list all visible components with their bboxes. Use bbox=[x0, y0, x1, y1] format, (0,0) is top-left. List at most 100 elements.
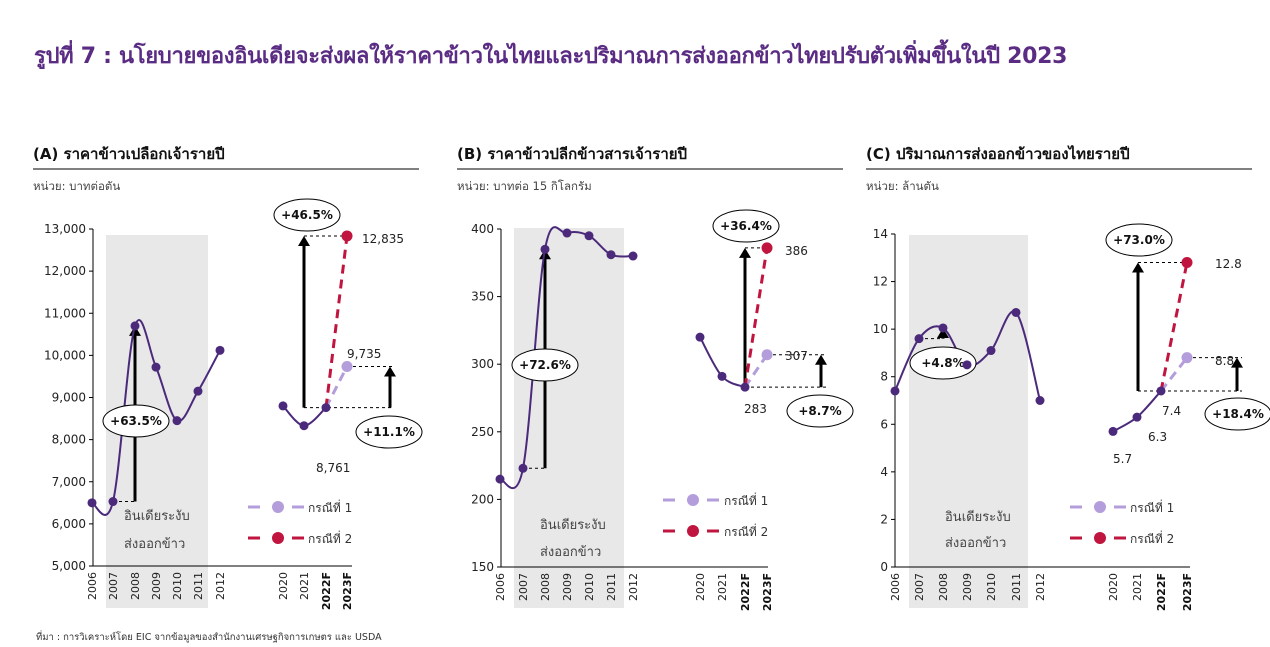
data-point bbox=[518, 463, 528, 473]
x-tick-label: 2022F bbox=[1155, 573, 1168, 611]
y-tick-label: 400 bbox=[471, 222, 494, 236]
case1-point bbox=[761, 349, 773, 361]
panel-title: (A) ราคาข้าวเปลือกเจ้ารายปี bbox=[33, 145, 225, 163]
case1-increase-arrow-head bbox=[815, 354, 827, 365]
data-point bbox=[717, 371, 727, 381]
data-label: 9,735 bbox=[347, 347, 381, 361]
x-tick-label: 2020 bbox=[1107, 573, 1120, 601]
x-tick-label: 2023F bbox=[341, 572, 354, 610]
chart-panel-b: (B) ราคาข้าวปลีกข้าวสารเจ้ารายปีหน่วย: บ… bbox=[457, 145, 854, 611]
change-bubble bbox=[355, 415, 423, 449]
change-label: +63.5% bbox=[110, 414, 162, 428]
x-tick-label: 2022F bbox=[320, 572, 333, 610]
data-point bbox=[151, 362, 161, 372]
data-point bbox=[540, 244, 550, 254]
data-label: 307 bbox=[785, 349, 808, 363]
legend-case1-marker bbox=[272, 501, 284, 513]
x-tick-label: 2007 bbox=[913, 573, 926, 601]
data-label: 12.8 bbox=[1215, 257, 1242, 271]
chart-panel-c: (C) ปริมาณการส่งออกข้าวของไทยรายปีหน่วย:… bbox=[866, 144, 1270, 611]
data-point bbox=[986, 346, 996, 356]
x-tick-label: 2007 bbox=[107, 572, 120, 600]
legend-case1-marker bbox=[687, 494, 699, 506]
x-tick-label: 2023F bbox=[1181, 573, 1194, 611]
case2-point bbox=[341, 230, 353, 242]
y-tick-label: 8 bbox=[880, 370, 888, 384]
change-bubble bbox=[511, 348, 579, 382]
data-label: 283 bbox=[744, 402, 767, 416]
y-tick-label: 9,000 bbox=[52, 391, 86, 405]
increase-arrow-head bbox=[129, 325, 141, 336]
case2-increase-arrow-head bbox=[739, 247, 751, 258]
legend-case1-marker bbox=[1094, 501, 1106, 513]
y-tick-label: 2 bbox=[880, 512, 888, 526]
data-point bbox=[1108, 426, 1118, 436]
case1-increase-arrow-head bbox=[384, 366, 396, 377]
change-bubble bbox=[102, 404, 170, 438]
india-export-ban-shade bbox=[514, 228, 624, 608]
y-tick-label: 200 bbox=[471, 492, 494, 506]
case2-forecast-line bbox=[324, 235, 349, 408]
figure-title: รูปที่ 7 : นโยบายของอินเดียจะส่งผลให้ราค… bbox=[34, 44, 1068, 69]
y-tick-label: 11,000 bbox=[44, 306, 86, 320]
data-point bbox=[914, 334, 924, 344]
data-point bbox=[278, 401, 288, 411]
x-tick-label: 2007 bbox=[517, 573, 530, 601]
case1-point bbox=[341, 361, 353, 373]
data-point bbox=[962, 360, 972, 370]
x-tick-label: 2009 bbox=[561, 573, 574, 601]
legend-case1-label: กรณีที่ 1 bbox=[1130, 499, 1174, 515]
data-label: 5.7 bbox=[1113, 452, 1132, 466]
x-tick-label: 2012 bbox=[214, 572, 227, 600]
unit-label: หน่วย: บาทต่อ 15 กิโลกรัม bbox=[457, 179, 592, 193]
y-tick-label: 12,000 bbox=[44, 264, 86, 278]
change-label: +36.4% bbox=[720, 219, 772, 233]
change-bubble bbox=[1105, 223, 1173, 257]
y-tick-label: 12 bbox=[873, 275, 888, 289]
shade-label: ส่งออกข้าว bbox=[540, 545, 601, 560]
change-bubble bbox=[1204, 397, 1270, 431]
legend-case2-label: กรณีที่ 2 bbox=[1130, 530, 1174, 546]
case1-increase-arrow-head bbox=[1231, 357, 1243, 368]
case2-forecast-line bbox=[1159, 262, 1189, 392]
data-point bbox=[1132, 412, 1142, 422]
data-point bbox=[890, 386, 900, 396]
case2-forecast-line bbox=[743, 247, 769, 388]
shade-label: ส่งออกข้าว bbox=[124, 537, 185, 552]
legend-case2-marker bbox=[1094, 532, 1106, 544]
shade-label: อินเดียระงับ bbox=[945, 509, 1011, 525]
shade-label: อินเดียระงับ bbox=[540, 517, 606, 533]
y-tick-label: 250 bbox=[471, 425, 494, 439]
change-bubble bbox=[909, 346, 977, 380]
y-tick-label: 6,000 bbox=[52, 517, 86, 531]
chart-panel-a: (A) ราคาข้าวเปลือกเจ้ารายปีหน่วย: บาทต่อ… bbox=[33, 145, 423, 610]
y-tick-label: 10 bbox=[873, 322, 888, 336]
increase-arrow-head bbox=[937, 327, 949, 338]
unit-label: หน่วย: บาทต่อตัน bbox=[33, 179, 120, 193]
change-bubble bbox=[712, 209, 780, 243]
panel-title: (B) ราคาข้าวปลีกข้าวสารเจ้ารายปี bbox=[457, 145, 687, 163]
x-tick-label: 2009 bbox=[150, 572, 163, 600]
y-tick-label: 300 bbox=[471, 357, 494, 371]
data-label: 7.4 bbox=[1162, 404, 1181, 418]
data-point bbox=[1156, 386, 1166, 396]
x-tick-label: 2021 bbox=[716, 573, 729, 601]
case1-forecast-line bbox=[1159, 356, 1189, 392]
case1-forecast-line bbox=[743, 353, 769, 389]
data-label: 8,761 bbox=[316, 461, 350, 475]
legend-case2-marker bbox=[687, 525, 699, 537]
data-point bbox=[495, 474, 505, 484]
y-tick-label: 4 bbox=[880, 465, 888, 479]
y-tick-label: 150 bbox=[471, 560, 494, 574]
x-tick-label: 2012 bbox=[1034, 573, 1047, 601]
x-tick-label: 2020 bbox=[694, 573, 707, 601]
data-point bbox=[130, 321, 140, 331]
x-tick-label: 2006 bbox=[86, 572, 99, 600]
x-tick-label: 2021 bbox=[1131, 573, 1144, 601]
x-tick-label: 2011 bbox=[1010, 573, 1023, 601]
change-label: +8.7% bbox=[798, 404, 841, 418]
x-tick-label: 2008 bbox=[129, 572, 142, 600]
x-tick-label: 2021 bbox=[298, 572, 311, 600]
data-label: 8.8 bbox=[1215, 354, 1234, 368]
change-label: +72.6% bbox=[519, 358, 571, 372]
